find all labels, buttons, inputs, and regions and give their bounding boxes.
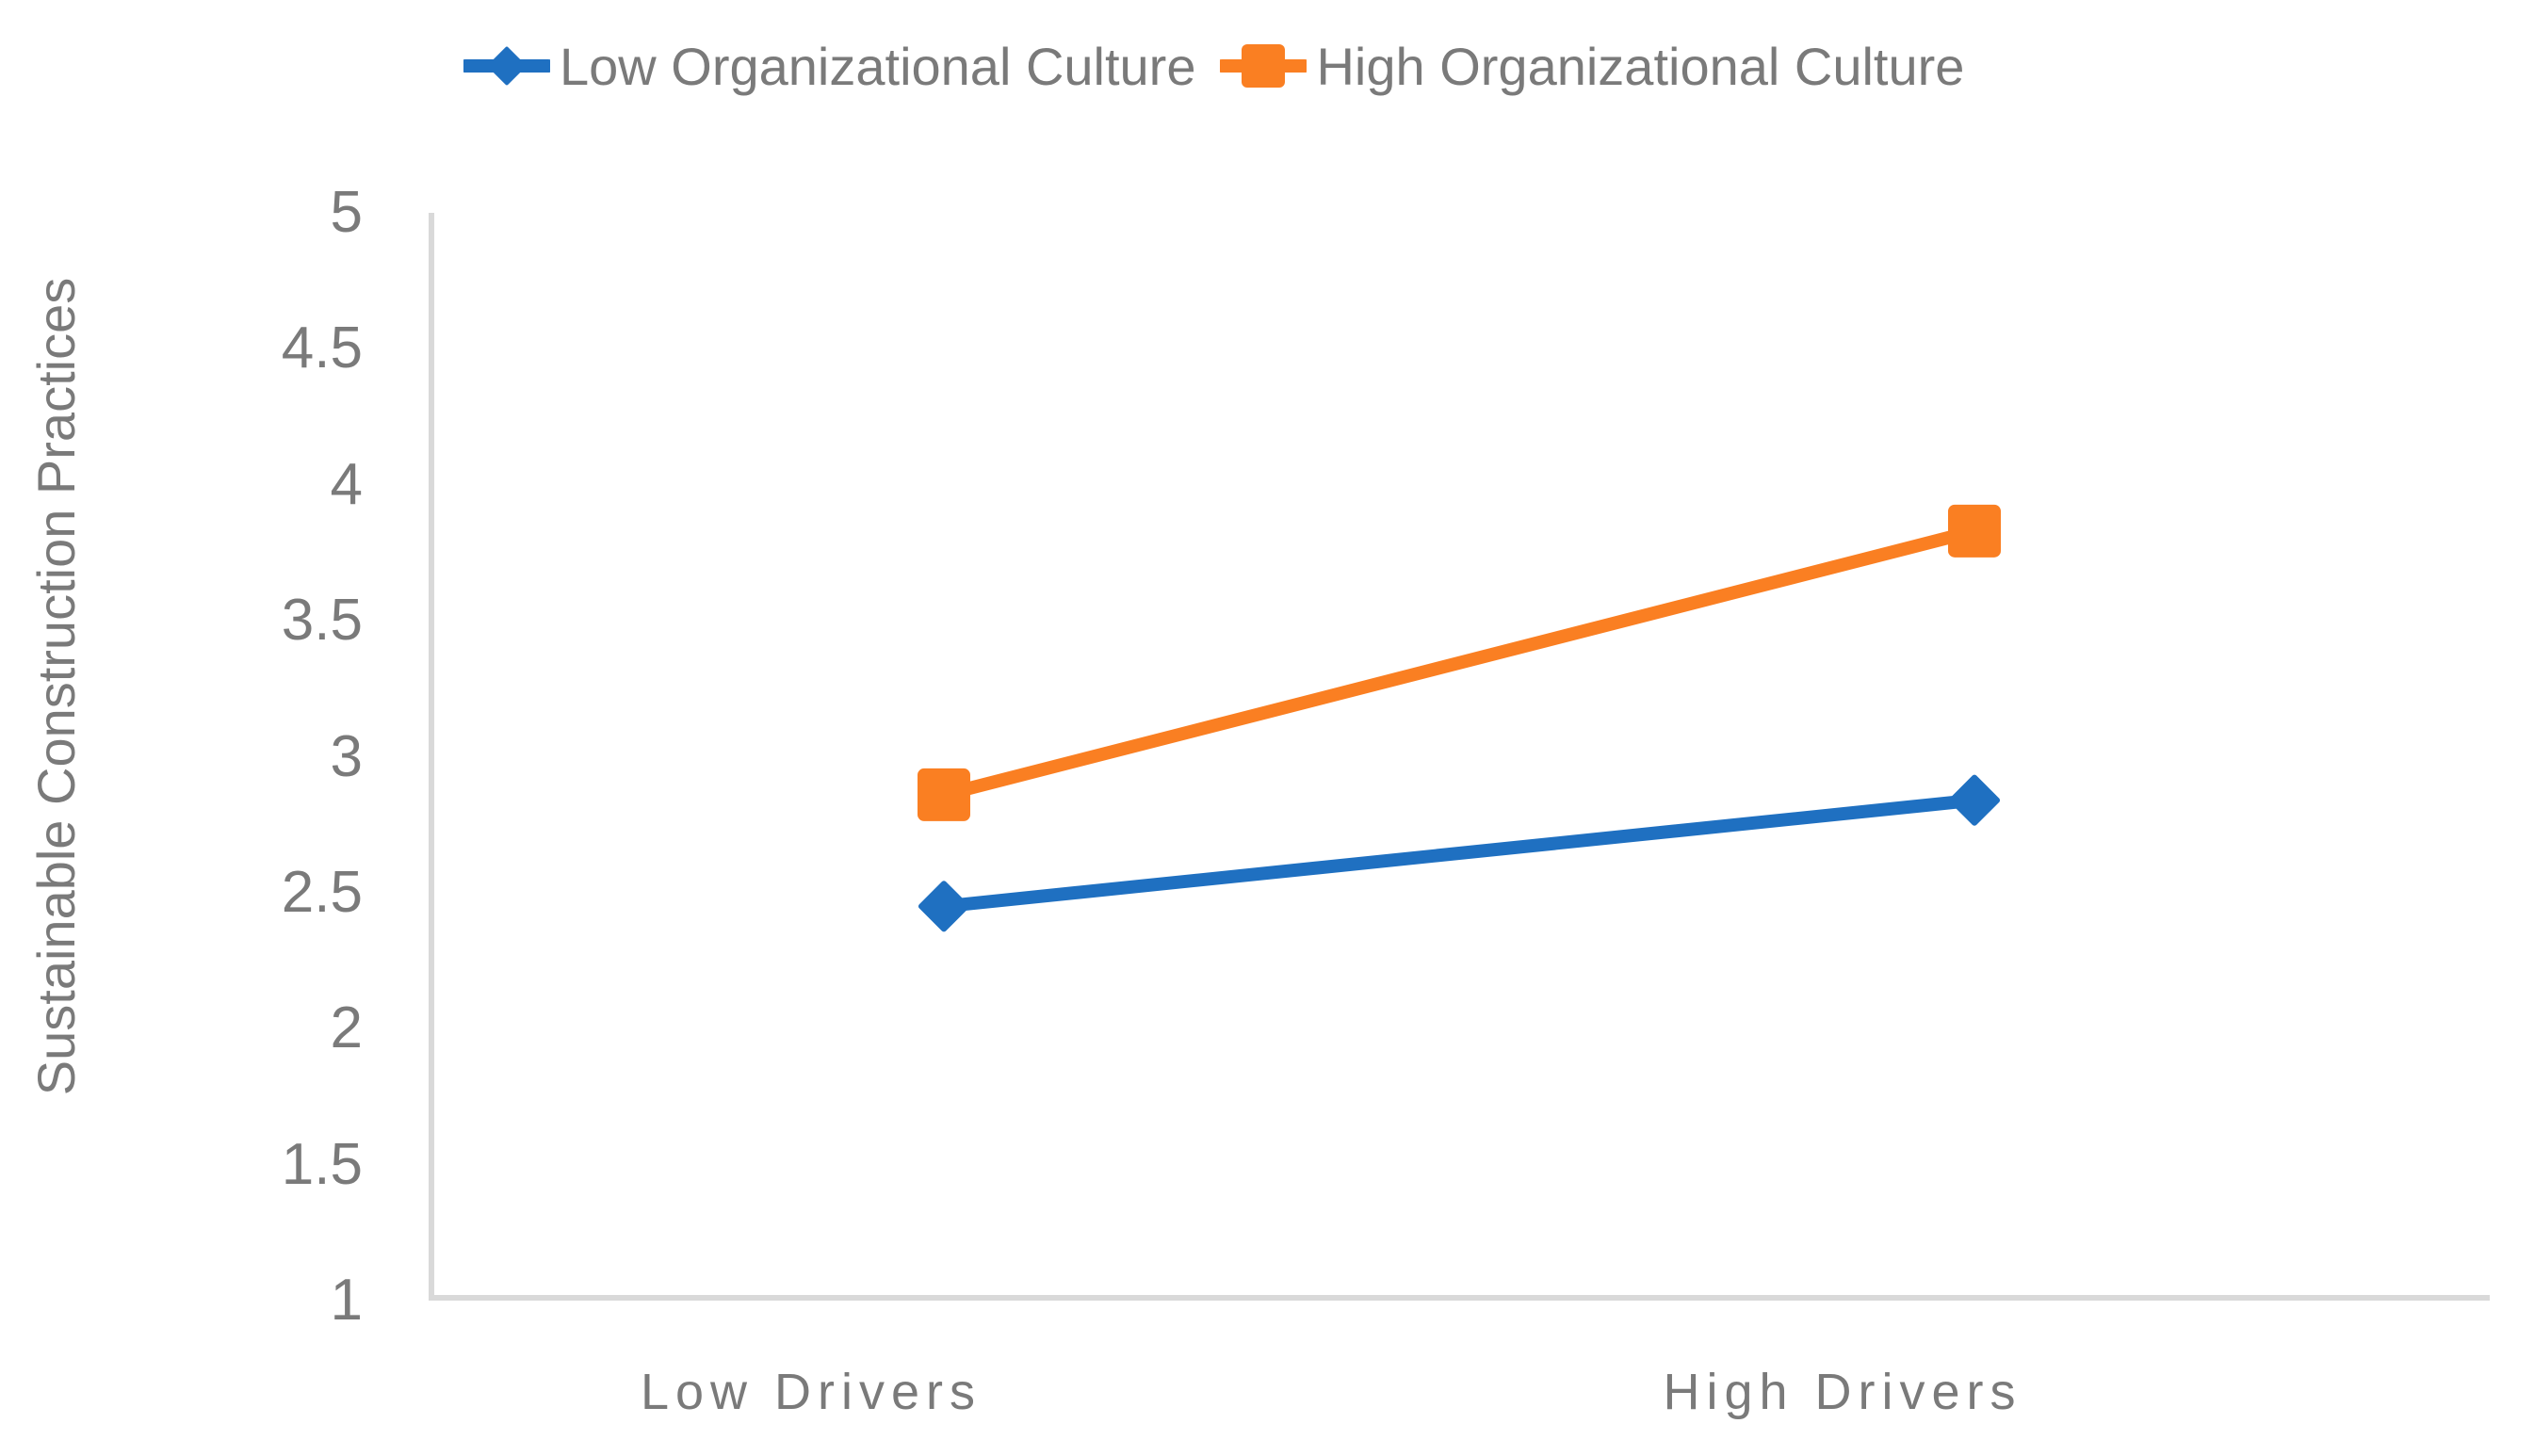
y-tick-label: 3.5 [281, 588, 363, 654]
data-point-marker [1948, 504, 2001, 558]
x-category-label: Low Drivers [640, 1364, 983, 1420]
y-tick-label: 2 [330, 995, 363, 1061]
series-line [937, 793, 1981, 914]
legend-item: Low Organizational Culture [463, 32, 1195, 100]
y-tick-label: 4 [330, 451, 363, 517]
data-point-marker [918, 881, 970, 932]
data-point-marker [918, 768, 970, 821]
y-axis-title: Sustainable Construction Practices [26, 277, 86, 1096]
y-tick-label: 3 [330, 723, 363, 789]
legend-item: High Organizational Culture [1220, 32, 1964, 100]
legend-square-marker-icon [1220, 44, 1308, 88]
data-point-marker [1948, 774, 2001, 826]
series-line [937, 524, 1981, 801]
chart-legend: Low Organizational Culture High Organizat… [463, 24, 1964, 107]
y-tick-label: 1.5 [281, 1131, 363, 1197]
legend-diamond-marker-icon [463, 46, 550, 86]
y-tick-label: 2.5 [281, 859, 363, 925]
plot-area [429, 213, 2490, 1301]
x-category-label: High Drivers [1663, 1364, 2022, 1420]
legend-item-label: Low Organizational Culture [560, 36, 1196, 96]
y-tick-label: 5 [330, 180, 363, 245]
y-tick-label: 4.5 [281, 315, 363, 381]
legend-item-label: High Organizational Culture [1316, 36, 1965, 96]
y-tick-label: 1 [330, 1268, 363, 1333]
